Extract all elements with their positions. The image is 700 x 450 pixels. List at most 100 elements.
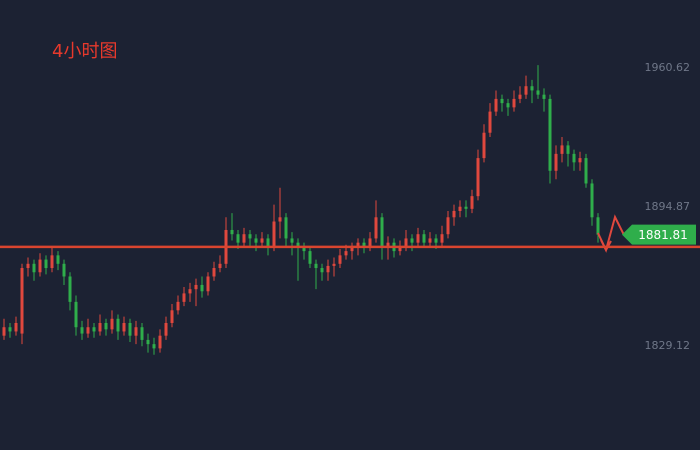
candle-body — [428, 238, 432, 243]
candle-body — [242, 234, 246, 243]
candle-body — [296, 242, 300, 247]
candle-body — [56, 255, 60, 264]
candle-body — [44, 259, 48, 269]
candle-body — [482, 132, 486, 159]
candle-body — [566, 145, 570, 154]
candle-body — [110, 318, 114, 330]
candle-body — [440, 234, 444, 243]
candle-body — [386, 242, 390, 247]
candle-body — [542, 94, 546, 99]
candle-body — [554, 153, 558, 171]
y-tick-label: 1829.12 — [645, 339, 691, 352]
candle-body — [140, 327, 144, 340]
candle-body — [134, 327, 138, 336]
last-price-label: 1881.81 — [638, 228, 688, 242]
candle-body — [260, 238, 264, 243]
candle-body — [176, 301, 180, 311]
candle-body — [410, 238, 414, 243]
candle-body — [572, 153, 576, 163]
candle-body — [254, 238, 258, 243]
candle-body — [314, 263, 318, 269]
candle-body — [278, 217, 282, 222]
candle-body — [200, 284, 204, 292]
candle-body — [116, 318, 120, 332]
candle-body — [380, 217, 384, 247]
chart-title: 4小时图 — [52, 41, 117, 62]
candle-body — [164, 323, 168, 336]
candle-body — [350, 246, 354, 252]
candle-body — [266, 238, 270, 247]
candle-body — [38, 259, 42, 273]
candle-body — [362, 242, 366, 247]
candle-body — [68, 276, 72, 302]
candle-body — [182, 293, 186, 302]
candle-body — [464, 206, 468, 209]
candle-body — [584, 158, 588, 184]
annotation-arrowhead — [600, 239, 612, 253]
candle-body — [560, 145, 564, 154]
candle-body — [308, 251, 312, 264]
candle-body — [50, 255, 54, 269]
candle-body — [344, 251, 348, 256]
candle-body — [518, 94, 522, 99]
candle-body — [416, 234, 420, 243]
candle-body — [128, 323, 132, 336]
candle-body — [500, 98, 504, 104]
candle-body — [458, 206, 462, 211]
candle-body — [290, 238, 294, 243]
candle-body — [578, 158, 582, 163]
candle-body — [272, 221, 276, 247]
candle-body — [326, 265, 330, 273]
candle-body — [356, 242, 360, 247]
candle-body — [530, 86, 534, 91]
candle-body — [284, 217, 288, 239]
candle-body — [74, 301, 78, 328]
last-price-tag — [622, 224, 696, 245]
candle-body — [476, 158, 480, 197]
y-tick-label: 1894.87 — [645, 200, 691, 213]
candle-body — [218, 263, 222, 269]
candle-body — [470, 196, 474, 209]
candle-body — [86, 327, 90, 334]
candle-body — [20, 268, 24, 334]
candle-body — [332, 263, 336, 266]
candle-body — [548, 98, 552, 171]
candle-body — [62, 263, 66, 277]
candle-body — [2, 327, 6, 336]
candle-body — [236, 234, 240, 243]
candle-body — [338, 255, 342, 264]
candle-body — [446, 217, 450, 235]
candle-body — [80, 327, 84, 334]
candle-body — [596, 217, 600, 235]
candle-body — [452, 210, 456, 218]
candle-body — [506, 103, 510, 108]
candle-body — [320, 268, 324, 273]
y-tick-label: 1960.62 — [645, 61, 691, 74]
candle-body — [488, 111, 492, 133]
candle-body — [230, 229, 234, 235]
candle-body — [398, 246, 402, 252]
candle-body — [152, 344, 156, 349]
candle-body — [104, 323, 108, 330]
candle-body — [98, 323, 102, 332]
candle-body — [8, 327, 12, 332]
candle-body — [122, 323, 126, 332]
candle-body — [374, 217, 378, 239]
candle-body — [158, 335, 162, 349]
candle-body — [188, 289, 192, 294]
candle-body — [422, 234, 426, 243]
candle-body — [146, 339, 150, 345]
candle-body — [494, 98, 498, 112]
candle-body — [92, 327, 96, 332]
candle-body — [404, 238, 408, 247]
candle-body — [14, 323, 18, 332]
candle-body — [194, 284, 198, 290]
candle-body — [32, 263, 36, 273]
candle-body — [248, 234, 252, 239]
candle-body — [434, 238, 438, 243]
candle-body — [206, 276, 210, 292]
candle-body — [26, 263, 30, 269]
candle-body — [302, 246, 306, 252]
